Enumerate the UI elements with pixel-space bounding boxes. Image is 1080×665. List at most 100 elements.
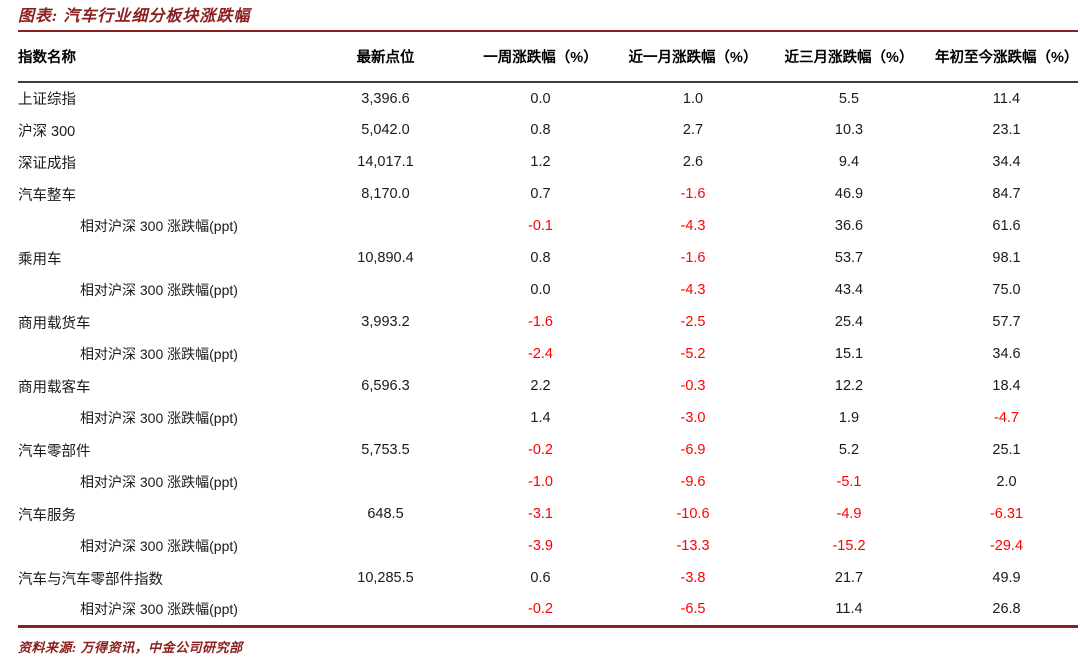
column-header: 年初至今涨跌幅（%） [935, 32, 1078, 83]
cell-latest: 5,042.0 [361, 122, 410, 138]
cell-ytd: 18.4 [992, 378, 1021, 394]
cell-ytd: 26.8 [992, 601, 1021, 618]
row-label: 汽车整车 [18, 187, 76, 204]
cell-month: -9.6 [680, 474, 706, 490]
row-label: 相对沪深 300 涨跌幅(ppt) [80, 282, 238, 298]
cell-latest: 648.5 [367, 506, 404, 522]
column-header: 一周涨跌幅（%） [458, 32, 623, 83]
cell-month: -1.6 [680, 186, 706, 202]
row-label: 相对沪深 300 涨跌幅(ppt) [80, 538, 238, 554]
cell-month: -0.3 [680, 378, 706, 394]
cell-week: -1.6 [528, 314, 553, 330]
cell-week: 1.2 [530, 154, 551, 170]
cell-latest [313, 338, 458, 370]
row-label: 汽车零部件 [18, 443, 91, 460]
table-row: 汽车与汽车零部件指数 10,285.5 0.6 -3.8 21.7 49.9 [18, 562, 1078, 594]
cell-ytd: 23.1 [992, 122, 1021, 138]
cell-month: -3.0 [680, 410, 706, 426]
cell-week: -2.4 [528, 346, 553, 362]
row-label: 上证综指 [18, 92, 76, 108]
cell-quarter: -5.1 [836, 474, 862, 490]
cell-week: -1.0 [528, 474, 553, 490]
cell-latest [313, 594, 458, 626]
table-row: 商用载客车 6,596.3 2.2 -0.3 12.2 18.4 [18, 370, 1078, 402]
cell-month: -3.8 [680, 570, 706, 586]
table-row: 汽车零部件 5,753.5 -0.2 -6.9 5.2 25.1 [18, 434, 1078, 466]
cell-quarter: 21.7 [834, 570, 864, 586]
title-rule [18, 30, 1078, 32]
cell-ytd: 2.0 [996, 474, 1017, 490]
row-label: 商用载客车 [18, 379, 91, 396]
cell-quarter: -15.2 [832, 538, 866, 554]
column-header: 指数名称 [18, 32, 313, 83]
cell-quarter: 5.5 [838, 90, 860, 107]
cell-week: 1.4 [530, 410, 551, 426]
cell-quarter: 1.9 [838, 410, 860, 426]
cell-ytd: 57.7 [992, 314, 1021, 330]
cell-ytd: 34.6 [992, 346, 1021, 362]
cell-month: 2.6 [682, 154, 704, 170]
table-row: 相对沪深 300 涨跌幅(ppt) -0.2 -6.5 11.4 26.8 [18, 594, 1078, 626]
cell-week: -0.1 [528, 218, 553, 234]
cell-ytd: -29.4 [989, 538, 1024, 554]
table-row: 相对沪深 300 涨跌幅(ppt) -1.0 -9.6 -5.1 2.0 [18, 466, 1078, 498]
cell-latest: 14,017.1 [357, 154, 414, 170]
cell-quarter: 9.4 [838, 154, 860, 170]
table-row: 相对沪深 300 涨跌幅(ppt) -3.9 -13.3 -15.2 -29.4 [18, 530, 1078, 562]
row-label: 相对沪深 300 涨跌幅(ppt) [80, 410, 238, 426]
cell-ytd: 11.4 [992, 90, 1021, 107]
cell-month: -13.3 [676, 538, 710, 554]
cell-week: 0.7 [530, 186, 551, 202]
cell-week: 0.6 [530, 570, 551, 586]
cell-quarter: 36.6 [834, 218, 864, 234]
cell-latest: 3,993.2 [361, 314, 410, 330]
cell-ytd: 49.9 [992, 570, 1021, 586]
cell-quarter: 46.9 [834, 186, 864, 202]
row-label: 乘用车 [18, 251, 62, 268]
table-row: 相对沪深 300 涨跌幅(ppt) -2.4 -5.2 15.1 34.6 [18, 338, 1078, 370]
cell-latest: 6,596.3 [361, 378, 410, 394]
table-row: 汽车服务 648.5 -3.1 -10.6 -4.9 -6.31 [18, 498, 1078, 530]
cell-quarter: -4.9 [836, 506, 862, 522]
table-header-row: 指数名称 最新点位 一周涨跌幅（%） 近一月涨跌幅（%） 近三月涨跌幅（%） 年初至今涨跌… [18, 32, 1078, 83]
cell-quarter: 43.4 [834, 282, 864, 298]
figure-title: 图表: 汽车行业细分板块涨跌幅 [18, 8, 251, 25]
cell-latest: 10,890.4 [357, 250, 414, 266]
cell-latest [313, 402, 458, 434]
cell-latest: 3,396.6 [361, 90, 410, 107]
row-label: 相对沪深 300 涨跌幅(ppt) [80, 218, 238, 234]
cell-week: 0.8 [530, 122, 551, 138]
table-row: 乘用车 10,890.4 0.8 -1.6 53.7 98.1 [18, 242, 1078, 274]
table-row: 沪深 300 5,042.0 0.8 2.7 10.3 23.1 [18, 114, 1078, 146]
cell-month: -6.5 [680, 601, 706, 618]
cell-week: 0.0 [530, 282, 551, 298]
cell-ytd: 98.1 [992, 250, 1021, 266]
cell-latest: 10,285.5 [357, 570, 414, 586]
cell-ytd: 34.4 [992, 154, 1021, 170]
table-row: 深证成指 14,017.1 1.2 2.6 9.4 34.4 [18, 146, 1078, 178]
cell-latest [313, 530, 458, 562]
cell-month: -5.2 [680, 346, 706, 362]
index-performance-table: 指数名称 最新点位 一周涨跌幅（%） 近一月涨跌幅（%） 近三月涨跌幅（%） 年初至今涨跌… [18, 32, 1078, 628]
row-label: 沪深 300 [18, 123, 76, 140]
row-label: 相对沪深 300 涨跌幅(ppt) [80, 474, 238, 490]
cell-ytd: -4.7 [994, 410, 1019, 426]
cell-week: -0.2 [528, 601, 553, 618]
table-row: 上证综指 3,396.6 0.0 1.0 5.5 11.4 [18, 82, 1078, 114]
column-header: 最新点位 [313, 32, 458, 83]
cell-ytd: 75.0 [992, 282, 1021, 298]
column-header: 近一月涨跌幅（%） [623, 32, 763, 83]
cell-ytd: 25.1 [992, 442, 1021, 458]
cell-ytd: 84.7 [992, 186, 1021, 202]
row-label: 汽车与汽车零部件指数 [18, 571, 163, 588]
cell-quarter: 12.2 [834, 378, 864, 394]
cell-week: 0.0 [530, 90, 551, 107]
cell-latest: 8,170.0 [361, 186, 410, 202]
cell-quarter: 11.4 [835, 601, 863, 618]
table-row: 相对沪深 300 涨跌幅(ppt) -0.1 -4.3 36.6 61.6 [18, 210, 1078, 242]
cell-quarter: 15.1 [834, 346, 864, 362]
cell-week: -3.9 [528, 538, 553, 554]
row-label: 商用载货车 [18, 315, 91, 332]
cell-quarter: 10.3 [834, 122, 864, 138]
